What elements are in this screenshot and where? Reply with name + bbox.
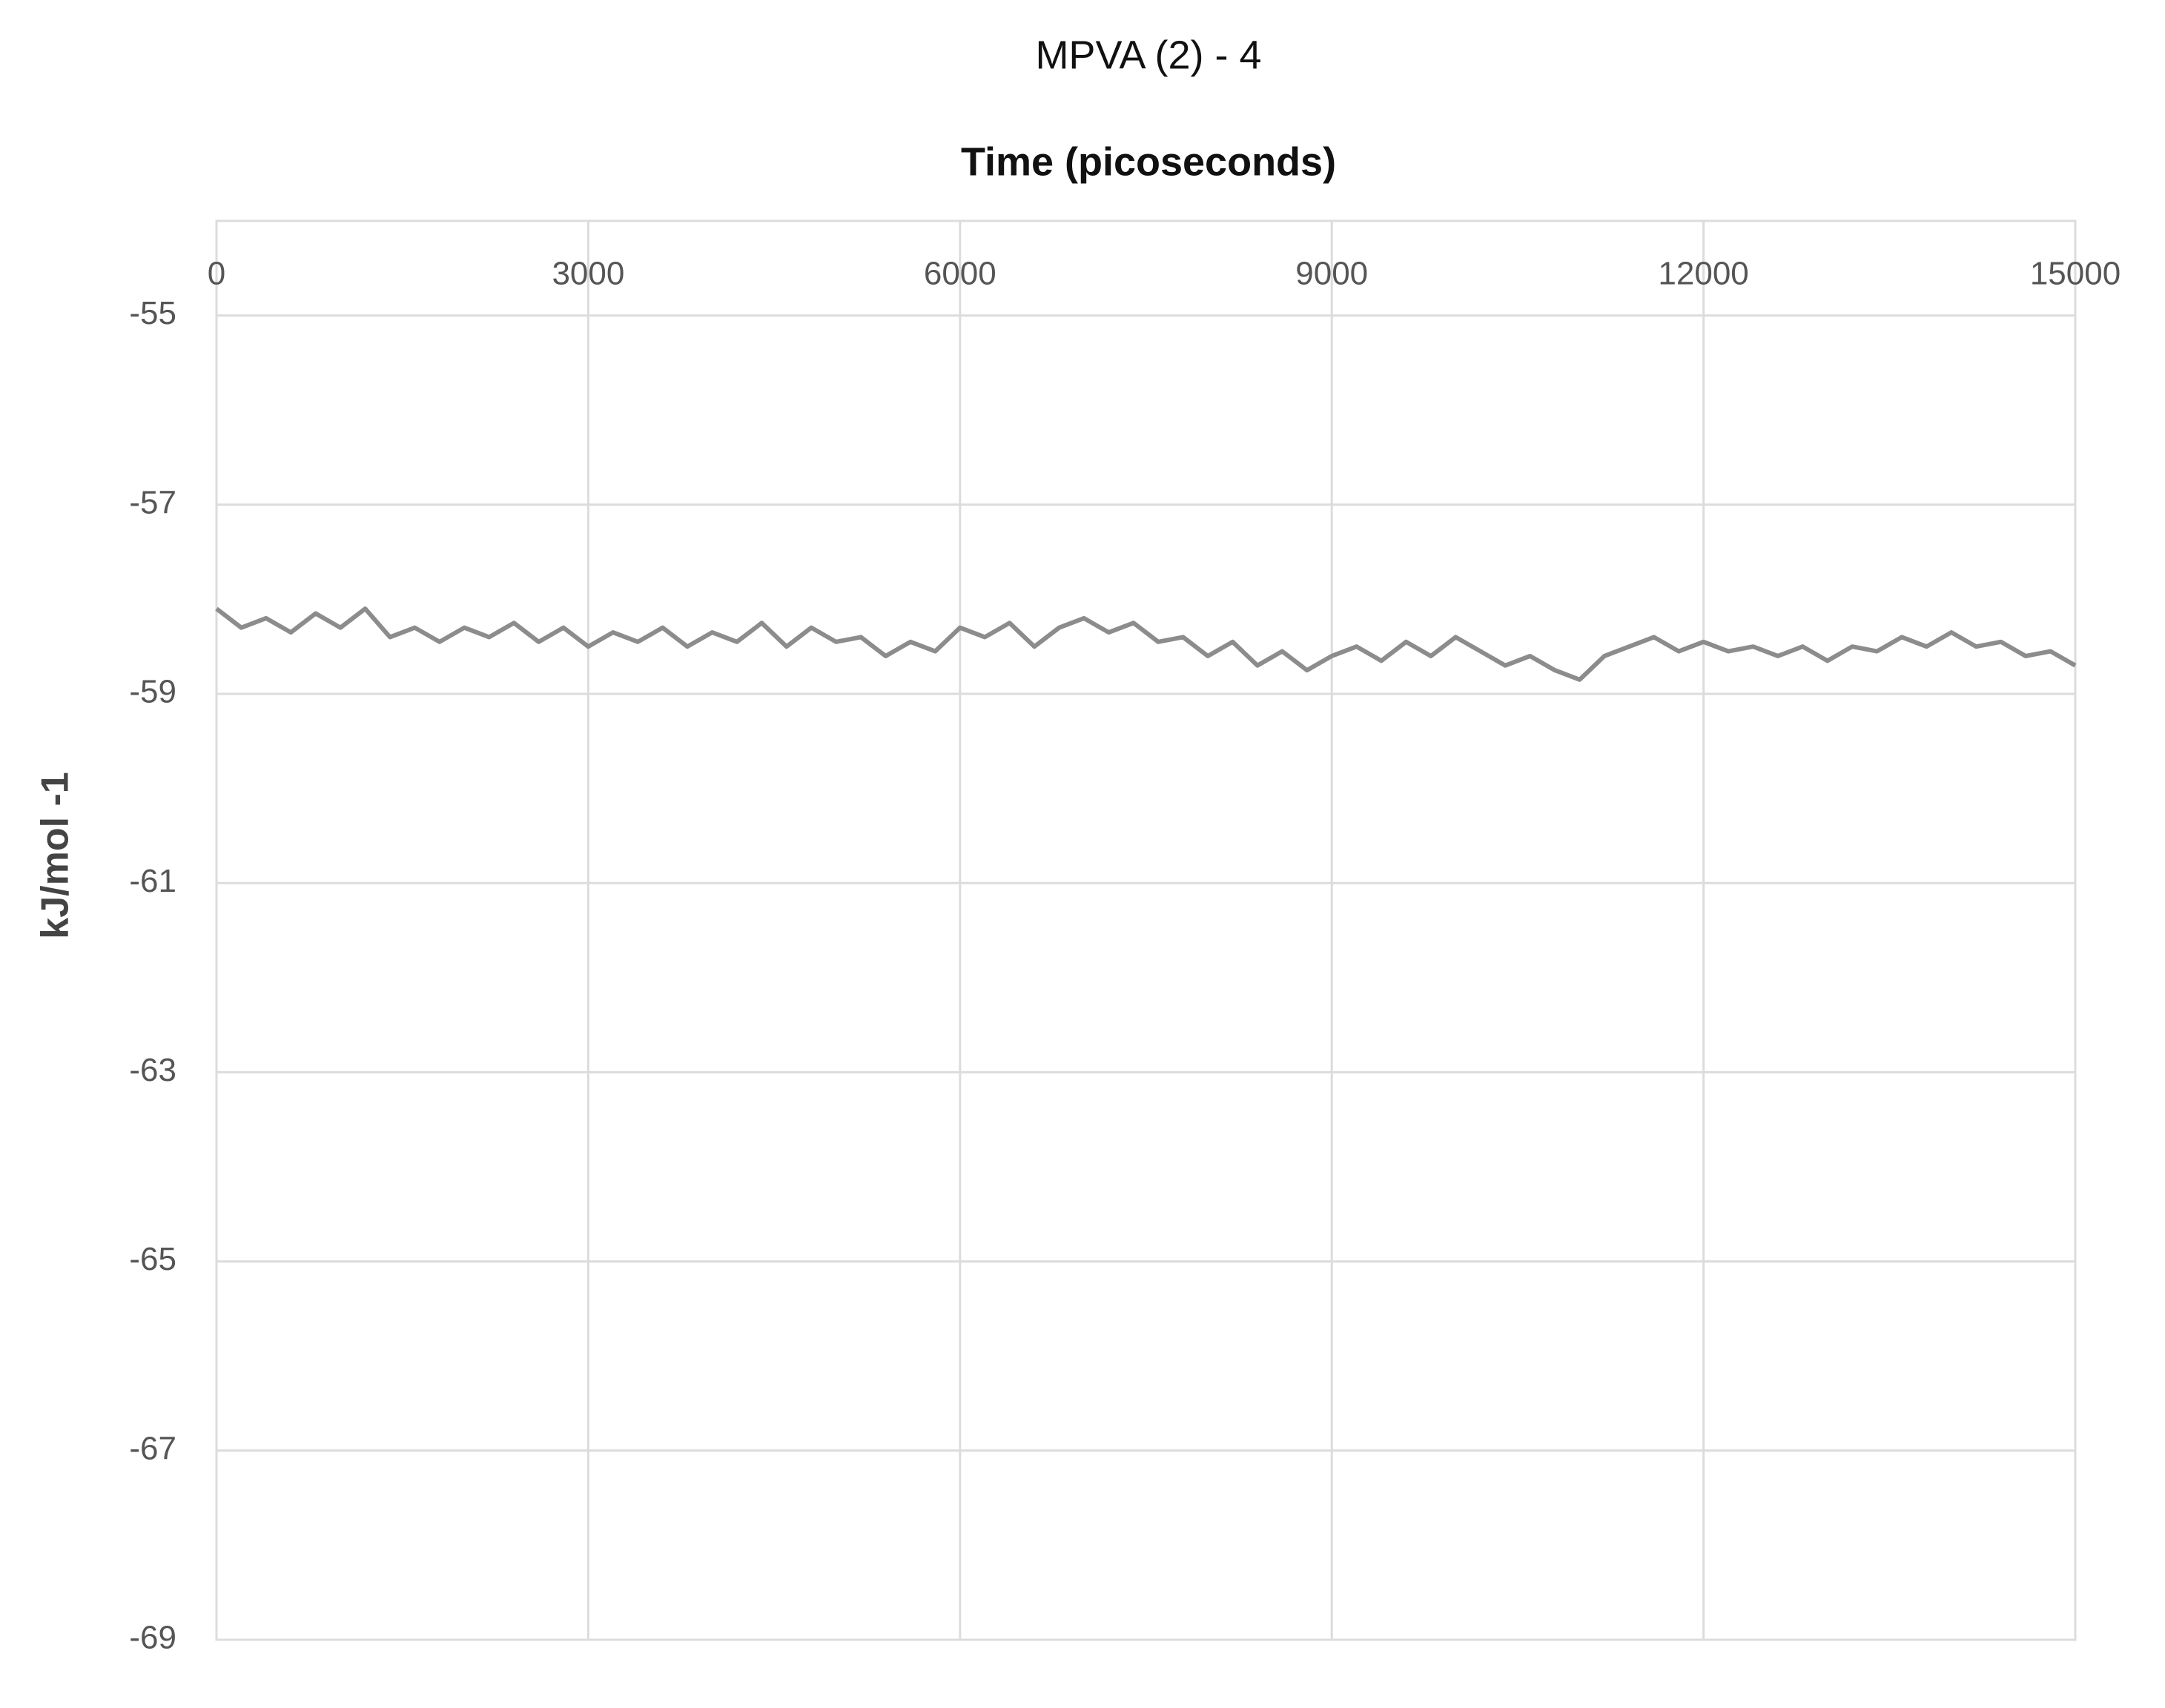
y-axis-title: kJ/mol -1 [34,772,77,939]
y-tick-label: -65 [129,1241,176,1277]
y-tick-label: -69 [129,1620,176,1656]
x-tick-label: 12000 [1658,256,1748,292]
y-tick-label: -57 [129,484,176,520]
y-tick-label: -67 [129,1430,176,1466]
chart-title: MPVA (2) - 4 [1035,33,1261,77]
x-tick-label: 9000 [1295,256,1368,292]
y-tick-label: -59 [129,674,176,710]
x-tick-label: 6000 [924,256,996,292]
x-tick-label: 15000 [2030,256,2121,292]
plot-border [215,219,2077,1641]
y-tick-label: -55 [129,295,176,331]
y-tick-label: -63 [129,1052,176,1088]
x-tick-label: 3000 [552,256,624,292]
data-line [215,606,2077,682]
x-axis-title: Time (picoseconds) [961,139,1336,184]
x-tick-label: 0 [208,256,225,292]
y-tick-label: -61 [129,863,176,899]
